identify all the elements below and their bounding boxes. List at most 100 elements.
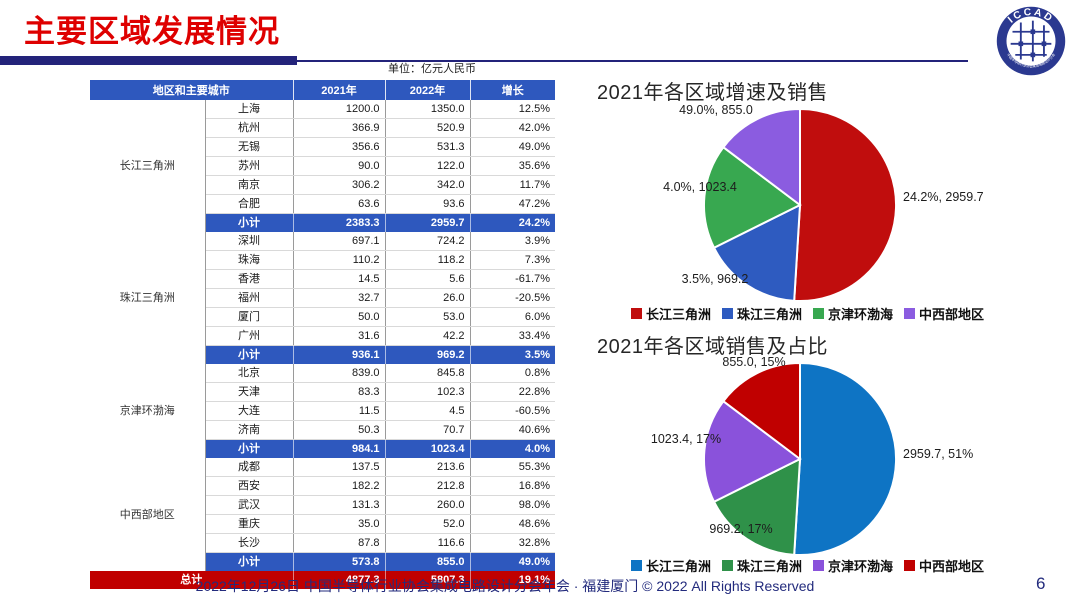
subtotal-2022-cell: 1023.4 [385,439,471,458]
value-2021-cell: 839.0 [293,364,386,383]
city-name-cell: 成都 [205,458,294,477]
total-2021-cell: 4877.3 [293,571,386,589]
value-2021-cell: 50.0 [293,307,386,327]
legend-item: 珠江三角洲 [721,304,802,323]
table-row: 重庆 35.0 52.0 48.6% [90,514,555,534]
growth-cell: -60.5% [470,401,555,421]
pie2-label-pearl: 969.2, 17% [709,522,773,536]
value-2022-cell: 212.8 [385,476,471,496]
table-row: 厦门 50.0 53.0 6.0% [90,307,555,327]
subtotal-2022-cell: 855.0 [385,552,471,571]
value-2021-cell: 87.8 [293,533,386,553]
region-table-body: 长江三角洲 上海 1200.0 1350.0 12.5% 杭州 366.9 520.9 42.0… [90,100,555,589]
subtotal-growth-cell: 49.0% [470,552,555,571]
value-2022-cell: 1350.0 [385,100,471,119]
city-name-cell: 西安 [205,476,294,496]
table-row: 珠江三角洲 深圳 697.1 724.2 3.9% [90,232,555,364]
value-2021-cell: 35.0 [293,514,386,534]
growth-cell: -20.5% [470,288,555,308]
region-cell: 中西部地区 [90,458,206,571]
logo-grid-nodes [1018,29,1047,58]
legend-label: 长江三角洲 [645,559,711,574]
pie-slice-珠江三角洲 [712,203,802,302]
growth-cell: 98.0% [470,495,555,515]
subtotal-2022-cell: 2959.7 [385,213,471,232]
growth-cell: 7.3% [470,250,555,270]
legend-item: 长江三角洲 [630,556,711,575]
subtotal-2021-cell: 984.1 [293,439,386,458]
value-2022-cell: 53.0 [385,307,471,327]
legend-label: 中西部地区 [919,559,985,574]
city-name-cell: 杭州 [205,118,294,138]
table-row: 广州 31.6 42.2 33.4% [90,326,555,346]
table-header-row: 地区和主要城市 2021年 2022年 增长 [90,80,555,100]
total-2022-cell: 5807.3 [385,571,471,589]
table-row: 合肥 63.6 93.6 47.2% [90,194,555,214]
city-name-cell: 无锡 [205,137,294,157]
footer-text: 2022年12月26日 中国半导体行业协会集成电路设计分会年会 · 福建厦门 ©… [195,578,815,594]
subtotal-label-cell: 小计 [205,345,294,364]
pie2-label-central: 855.0, 15% [722,355,786,369]
value-2022-cell: 531.3 [385,137,471,157]
city-name-cell: 珠海 [205,250,294,270]
city-name-cell: 苏州 [205,156,294,176]
value-2021-cell: 50.3 [293,420,386,440]
value-2022-cell: 118.2 [385,250,471,270]
subtotal-growth-cell: 3.5% [470,345,555,364]
region-cell: 珠江三角洲 [90,232,206,364]
region-cell: 长江三角洲 [90,100,206,232]
subtotal-row: 小计 573.8 855.0 49.0% [90,552,555,571]
legend-label: 中西部地区 [919,307,985,322]
pie1-label-yangtze: 24.2%, 2959.7 [903,190,984,204]
pie1-legend: 长江三角洲 珠江三角洲 京津环渤海 中西部地区 [595,304,1020,323]
table-row: 济南 50.3 70.7 40.6% [90,420,555,440]
legend-label: 长江三角洲 [645,307,711,322]
pie2-legend: 长江三角洲 珠江三角洲 京津环渤海 中西部地区 [595,556,1020,575]
value-2022-cell: 122.0 [385,156,471,176]
value-2022-cell: 5.6 [385,269,471,289]
header-region-city: 地区和主要城市 [90,80,294,100]
legend-marker-icon [904,308,916,319]
table-row: 杭州 366.9 520.9 42.0% [90,118,555,138]
growth-cell: 0.8% [470,364,555,383]
value-2021-cell: 182.2 [293,476,386,496]
value-2021-cell: 366.9 [293,118,386,138]
legend-marker-icon [630,560,642,571]
total-label-cell: 总计 [90,571,294,589]
value-2021-cell: 110.2 [293,250,386,270]
subtotal-row: 小计 2383.3 2959.7 24.2% [90,213,555,232]
growth-cell: -61.7% [470,269,555,289]
pie-chart-sales-share [703,361,898,556]
legend-marker-icon [721,560,733,571]
table-row: 无锡 356.6 531.3 49.0% [90,137,555,157]
legend-item: 京津环渤海 [813,556,893,575]
value-2022-cell: 342.0 [385,175,471,195]
city-name-cell: 北京 [205,364,294,383]
pie-slice-京津环渤海 [703,399,802,504]
value-2022-cell: 52.0 [385,514,471,534]
table-row: 南京 306.2 342.0 11.7% [90,175,555,195]
title-rule-thick [0,56,297,65]
growth-cell: 35.6% [470,156,555,176]
growth-cell: 3.9% [470,232,555,251]
subtotal-2021-cell: 573.8 [293,552,386,571]
value-2022-cell: 116.6 [385,533,471,553]
city-name-cell: 重庆 [205,514,294,534]
header-2021: 2021年 [293,80,386,100]
pie-slice-长江三角洲 [793,107,898,302]
city-name-cell: 广州 [205,326,294,346]
city-name-cell: 深圳 [205,232,294,251]
value-2021-cell: 83.3 [293,382,386,402]
growth-cell: 40.6% [470,420,555,440]
table-row: 福州 32.7 26.0 -20.5% [90,288,555,308]
value-2021-cell: 697.1 [293,232,386,251]
growth-cell: 12.5% [470,100,555,119]
subtotal-2022-cell: 969.2 [385,345,471,364]
value-2021-cell: 32.7 [293,288,386,308]
city-name-cell: 武汉 [205,495,294,515]
legend-item: 中西部地区 [904,556,984,575]
value-2021-cell: 14.5 [293,269,386,289]
table-row: 大连 11.5 4.5 -60.5% [90,401,555,421]
value-2021-cell: 31.6 [293,326,386,346]
growth-cell: 55.3% [470,458,555,477]
